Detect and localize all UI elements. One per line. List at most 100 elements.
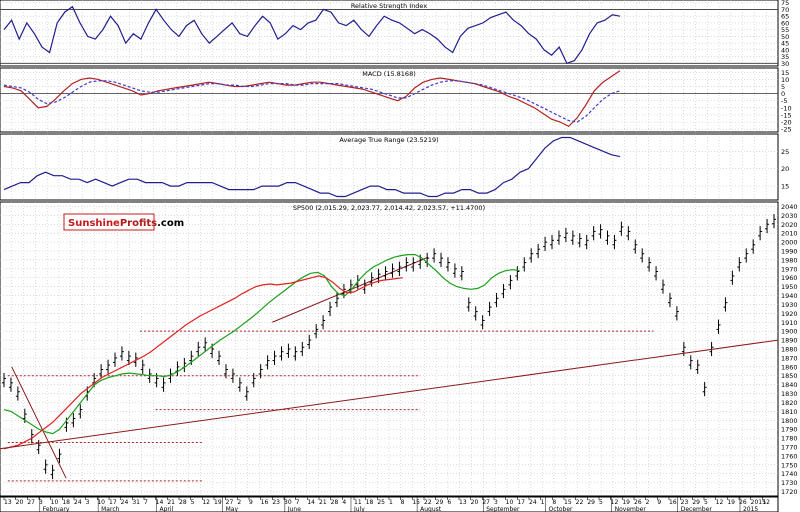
y-tick-label: 1860: [781, 363, 798, 371]
x-tick-label: 13: [4, 499, 12, 506]
x-tick-label: 14: [307, 499, 315, 506]
x-tick-label: 29: [587, 499, 595, 506]
y-tick-label: 1920: [781, 310, 798, 318]
series-line: [3, 254, 520, 435]
x-tick-label: 12: [762, 499, 770, 506]
month-label: June: [287, 506, 301, 512]
y-tick-label: 2010: [781, 230, 798, 238]
y-tick-label: 1870: [781, 354, 798, 362]
x-tick-label: 23: [681, 499, 689, 506]
y-tick-label: 1910: [781, 319, 798, 327]
month-label: February: [43, 506, 70, 512]
y-tick-label: 75: [781, 0, 789, 7]
y-tick-label: 1720: [781, 488, 798, 496]
y-tick-label: 2030: [781, 212, 798, 220]
x-tick-label: 3: [86, 499, 90, 506]
month-label: September: [486, 506, 520, 512]
x-tick-label: 9: [657, 499, 661, 506]
y-tick-label: 1850: [781, 372, 798, 380]
y-tick-label: 30: [781, 60, 789, 68]
y-tick-label: 1750: [781, 461, 798, 469]
y-tick-label: 40: [781, 46, 789, 54]
y-tick-label: 1740: [781, 470, 798, 478]
y-tick-label: 1970: [781, 265, 798, 273]
x-tick-label: 22: [576, 499, 584, 506]
y-tick-label: 25: [781, 148, 789, 156]
x-tick-label: 8: [552, 499, 556, 506]
svg-text:SunshineProfits.com: SunshineProfits.com: [68, 218, 184, 229]
x-tick-label: 25: [377, 499, 385, 506]
series-line: [3, 80, 621, 123]
month-label: July: [353, 506, 365, 512]
y-tick-label: 1810: [781, 408, 798, 416]
month-label: May: [226, 506, 239, 512]
panel-title: Relative Strength Index: [351, 2, 428, 10]
y-tick-label: 1990: [781, 248, 798, 256]
month-label: March: [101, 506, 119, 512]
y-tick-label: 1780: [781, 435, 798, 443]
x-tick-label: 6: [447, 499, 451, 506]
month-label: 2015: [743, 506, 758, 512]
x-tick-label: 19: [214, 499, 222, 506]
x-tick-label: 4: [342, 499, 346, 506]
x-tick-label: 17: [517, 499, 525, 506]
x-tick-label: 10: [51, 499, 59, 506]
y-tick-label: 1950: [781, 283, 798, 291]
brand-part2: Profits: [120, 218, 157, 229]
brand-logo: SunshineProfits.com: [63, 213, 184, 231]
x-tick-label: 23: [272, 499, 280, 506]
x-tick-label: 21: [167, 499, 175, 506]
x-tick-label: 2015: [751, 499, 766, 506]
y-tick-label: 15: [781, 69, 789, 77]
y-tick-label: 15: [781, 183, 789, 191]
x-tick-label: 9: [249, 499, 253, 506]
y-tick-label: 50: [781, 33, 789, 41]
x-tick-label: 2: [237, 499, 241, 506]
y-tick-label: -15: [781, 111, 792, 119]
y-tick-label: 2020: [781, 221, 798, 229]
y-tick-label: 2000: [781, 239, 798, 247]
x-tick-label: 1: [389, 499, 393, 506]
y-tick-label: 1980: [781, 256, 798, 264]
x-tick-label: 26: [739, 499, 747, 506]
x-tick-label: 10: [97, 499, 105, 506]
y-tick-label: 1930: [781, 301, 798, 309]
x-tick-label: 13: [459, 499, 467, 506]
y-tick-label: 65: [781, 13, 789, 21]
y-tick-label: 1960: [781, 274, 798, 282]
month-label: April: [159, 506, 173, 512]
y-tick-label: 1840: [781, 381, 798, 389]
panel-title: Average True Range (23.5219): [339, 136, 438, 144]
y-tick-label: 1900: [781, 328, 798, 336]
y-tick-label: 60: [781, 19, 789, 27]
x-tick-label: 21: [319, 499, 327, 506]
x-tick-label: 26: [634, 499, 642, 506]
y-tick-label: 35: [781, 53, 789, 61]
x-tick-label: 12: [716, 499, 724, 506]
x-tick-label: 29: [436, 499, 444, 506]
x-tick-label: 27: [482, 499, 490, 506]
trend-segment: [11, 366, 67, 479]
x-tick-label: 24: [74, 499, 82, 506]
x-tick-label: 10: [506, 499, 514, 506]
x-tick-label: 5: [599, 499, 603, 506]
brand-part1: Sunshine: [68, 218, 120, 229]
x-tick-label: 28: [331, 499, 339, 506]
x-tick-label: 28: [179, 499, 187, 506]
month-label: October: [548, 506, 573, 512]
x-tick-label: 14: [156, 499, 164, 506]
x-tick-label: 3: [494, 499, 498, 506]
y-tick-label: -25: [781, 126, 792, 134]
y-tick-label: 1790: [781, 426, 798, 434]
y-tick-label: 1730: [781, 479, 798, 487]
series-line: [3, 136, 621, 198]
price-bars: [2, 213, 776, 480]
x-tick-label: 15: [412, 499, 420, 506]
x-tick-label: 7: [144, 499, 148, 506]
y-tick-label: -10: [781, 104, 792, 112]
trendline-series: [0, 339, 779, 450]
x-tick-label: 27: [226, 499, 234, 506]
y-tick-label: 1890: [781, 337, 798, 345]
x-tick-label: 2: [646, 499, 650, 506]
